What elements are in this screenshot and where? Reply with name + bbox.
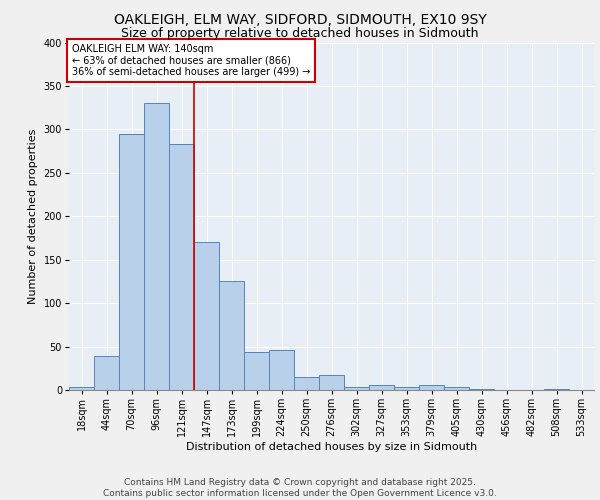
Bar bbox=[69, 388, 94, 390]
Bar bbox=[294, 377, 319, 390]
Bar bbox=[469, 389, 494, 390]
Bar bbox=[394, 386, 419, 390]
Bar bbox=[119, 134, 144, 390]
Bar bbox=[194, 242, 219, 390]
Text: Size of property relative to detached houses in Sidmouth: Size of property relative to detached ho… bbox=[121, 28, 479, 40]
Bar bbox=[344, 386, 369, 390]
Bar bbox=[544, 389, 569, 390]
X-axis label: Distribution of detached houses by size in Sidmouth: Distribution of detached houses by size … bbox=[186, 442, 477, 452]
Bar bbox=[144, 104, 169, 390]
Bar bbox=[444, 388, 469, 390]
Bar bbox=[244, 352, 269, 390]
Text: OAKLEIGH ELM WAY: 140sqm
← 63% of detached houses are smaller (866)
36% of semi-: OAKLEIGH ELM WAY: 140sqm ← 63% of detach… bbox=[71, 44, 310, 78]
Text: OAKLEIGH, ELM WAY, SIDFORD, SIDMOUTH, EX10 9SY: OAKLEIGH, ELM WAY, SIDFORD, SIDMOUTH, EX… bbox=[113, 12, 487, 26]
Bar bbox=[419, 385, 444, 390]
Bar bbox=[94, 356, 119, 390]
Bar bbox=[169, 144, 194, 390]
Text: Contains HM Land Registry data © Crown copyright and database right 2025.
Contai: Contains HM Land Registry data © Crown c… bbox=[103, 478, 497, 498]
Bar bbox=[219, 282, 244, 390]
Bar bbox=[269, 350, 294, 390]
Bar bbox=[319, 375, 344, 390]
Bar bbox=[369, 385, 394, 390]
Y-axis label: Number of detached properties: Number of detached properties bbox=[28, 128, 38, 304]
